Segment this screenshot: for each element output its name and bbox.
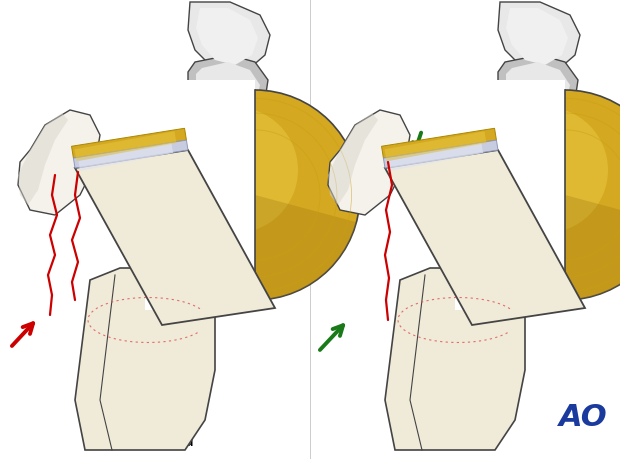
Polygon shape	[385, 268, 525, 450]
Circle shape	[460, 90, 620, 300]
Polygon shape	[75, 150, 275, 325]
Text: AO: AO	[559, 403, 608, 431]
Polygon shape	[506, 62, 570, 110]
Polygon shape	[498, 55, 578, 115]
Circle shape	[172, 107, 298, 233]
Polygon shape	[383, 140, 498, 168]
Text: displaced: displaced	[115, 432, 195, 450]
Polygon shape	[18, 113, 68, 205]
Text: reduced: reduced	[431, 432, 499, 450]
Polygon shape	[78, 143, 173, 171]
Polygon shape	[384, 131, 487, 161]
Polygon shape	[381, 128, 497, 158]
Polygon shape	[328, 110, 410, 215]
Polygon shape	[385, 150, 585, 325]
Circle shape	[482, 107, 608, 233]
Polygon shape	[188, 2, 270, 72]
Polygon shape	[328, 113, 378, 205]
Polygon shape	[75, 268, 215, 450]
Polygon shape	[74, 131, 177, 161]
Wedge shape	[154, 195, 356, 300]
Polygon shape	[145, 80, 255, 310]
Polygon shape	[196, 8, 258, 65]
Polygon shape	[196, 62, 260, 110]
Circle shape	[150, 90, 360, 300]
Polygon shape	[18, 110, 100, 215]
Polygon shape	[506, 8, 568, 65]
Polygon shape	[455, 80, 565, 310]
Wedge shape	[464, 195, 620, 300]
Polygon shape	[188, 55, 268, 115]
Polygon shape	[71, 128, 187, 158]
Polygon shape	[73, 140, 188, 168]
Polygon shape	[498, 2, 580, 72]
Polygon shape	[388, 143, 483, 171]
